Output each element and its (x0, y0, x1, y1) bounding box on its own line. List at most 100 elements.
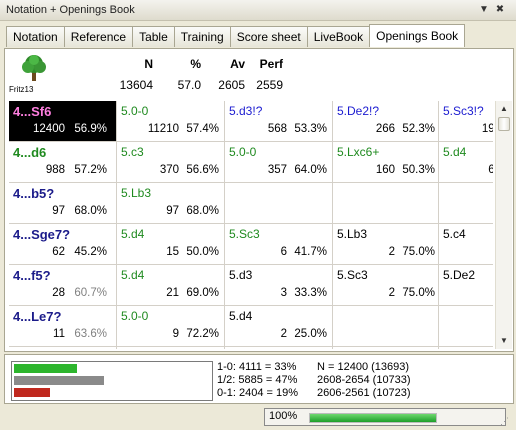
score-percent: 75.0% (402, 287, 435, 299)
continuation-cell[interactable] (225, 183, 333, 223)
continuation-cell[interactable] (439, 347, 493, 349)
continuation-cell[interactable]: 5.0-0 11210 57.4% (117, 101, 225, 141)
tab-bar: Notation Reference Table Training Score … (6, 24, 466, 48)
book-row[interactable]: 4...Sge7? 62 45.2% 5.d4 15 50.0% 5.Sc3 6 41.7% 5.… (9, 224, 493, 265)
games-count: 3 (280, 287, 287, 299)
continuation-cell[interactable] (439, 183, 493, 223)
scroll-down-icon[interactable]: ▼ (500, 336, 508, 345)
dropdown-icon[interactable]: ▼ (479, 4, 489, 15)
book-move-cell[interactable]: 4...b5? 97 68.0% (9, 183, 117, 223)
games-count: 6 (280, 246, 287, 258)
continuation-cell[interactable]: 5.De2!? 266 52.3% (333, 101, 439, 141)
move-label: 5.0-0 (229, 145, 257, 159)
continuation-cell[interactable] (333, 347, 439, 349)
continuation-cell[interactable] (333, 183, 439, 223)
book-row[interactable]: 4...Le7? 11 63.6% 5.0-0 9 72.2% 5.d4 2 25.0% (9, 306, 493, 347)
games-count: 60 (441, 164, 493, 176)
tab-table[interactable]: Table (132, 26, 175, 47)
black-win-stat: 0-1: 2404 = 19% (217, 387, 299, 399)
continuation-cell[interactable]: 5.Sc3 6 41.7% (225, 224, 333, 264)
games-count: 2 (388, 246, 395, 258)
book-row[interactable]: 4...f5? 28 60.7% 5.d4 21 69.0% 5.d3 3 33.3% 5.Sc3… (9, 265, 493, 306)
continuation-cell[interactable]: 5.c3 (117, 347, 225, 349)
book-row[interactable]: 4...d6 988 57.2% 5.c3 370 56.6% 5.0-0 357 64.0% 5… (9, 142, 493, 183)
move-label: 5.d4 (121, 227, 145, 241)
move-label: 5.Lb3 (121, 186, 152, 200)
black-win-bar (14, 388, 50, 397)
continuation-cell[interactable]: 5.0-0 9 72.2% (117, 306, 225, 346)
games-count: 11 (53, 328, 65, 340)
vertical-scrollbar[interactable]: ▲ ▼ (495, 101, 512, 349)
continuation-cell[interactable]: 5.Lxc6+ 160 50.3% (333, 142, 439, 182)
zoom-level: 100% (269, 410, 298, 422)
tree-icon (22, 55, 46, 81)
tab-score-sheet[interactable]: Score sheet (229, 26, 308, 47)
book-move-cell[interactable]: 4...Sge7? 62 45.2% (9, 224, 117, 264)
book-move-cell[interactable]: 4...Sf6 12400 56.9% (9, 101, 117, 141)
player-name: Fritz13 (9, 85, 34, 94)
continuation-cell[interactable]: 5.d3 3 33.3% (225, 265, 333, 305)
move-label: 5.d4 (229, 309, 253, 323)
continuation-cell[interactable]: 5.d4 (225, 347, 333, 349)
resize-grip-icon[interactable]: ⋰ (500, 416, 509, 426)
rating-range-info: 2608-2654 (10733) (317, 374, 411, 386)
move-label: 5.d4 (121, 268, 145, 282)
title-bar: Notation + Openings Book ▼ ✖ (0, 0, 516, 21)
continuation-cell[interactable]: 5.c4 1 (439, 224, 493, 264)
close-icon[interactable]: ✖ (495, 4, 505, 15)
continuation-cell[interactable]: 5.d4 60 (439, 142, 493, 182)
continuation-cell[interactable] (439, 306, 493, 346)
score-percent: 64.0% (294, 164, 327, 176)
total-av: 2605 (218, 78, 245, 92)
games-count: 988 (45, 164, 65, 176)
games-count: 1 (441, 246, 493, 258)
book-row[interactable]: 4...g6?5.c35.d4 (9, 347, 493, 349)
games-count-info: N = 12400 (13693) (317, 361, 410, 373)
continuation-cell[interactable]: 5.0-0 357 64.0% (225, 142, 333, 182)
continuation-cell[interactable]: 5.d4 21 69.0% (117, 265, 225, 305)
scroll-up-icon[interactable]: ▲ (500, 104, 508, 113)
games-count: 97 (52, 205, 65, 217)
continuation-cell[interactable] (333, 306, 439, 346)
tab-openings-book[interactable]: Openings Book (369, 24, 466, 47)
score-percent: 45.2% (74, 246, 107, 258)
move-label: 5.d3!? (229, 104, 263, 118)
tab-livebook[interactable]: LiveBook (306, 26, 371, 47)
score-percent: 50.3% (402, 164, 435, 176)
tab-notation[interactable]: Notation (6, 26, 65, 47)
book-row[interactable]: 4...Sf6 12400 56.9% 5.0-0 11210 57.4% 5.d3!? 56… (9, 101, 493, 142)
continuation-cell[interactable]: 5.d4 2 25.0% (225, 306, 333, 346)
white-win-stat: 1-0: 4111 = 33% (217, 361, 297, 373)
rating-range-info-2: 2606-2561 (10723) (317, 387, 411, 399)
book-move-cell[interactable]: 4...Le7? 11 63.6% (9, 306, 117, 346)
continuation-cell[interactable]: 5.Lb3 97 68.0% (117, 183, 225, 223)
score-percent: 69.0% (186, 287, 219, 299)
continuation-cell[interactable]: 5.d3!? 568 53.3% (225, 101, 333, 141)
score-percent: 72.2% (186, 328, 219, 340)
continuation-cell[interactable]: 5.Lb3 2 75.0% (333, 224, 439, 264)
move-label: 4...d6 (13, 145, 47, 160)
total-perf: 2559 (256, 78, 283, 92)
move-label: 5.Lb3 (337, 227, 368, 241)
games-count: 160 (375, 164, 395, 176)
tab-reference[interactable]: Reference (63, 26, 134, 47)
book-row[interactable]: 4...b5? 97 68.0% 5.Lb3 97 68.0% (9, 183, 493, 224)
games-count: 12400 (33, 123, 65, 135)
score-percent: 52.3% (402, 123, 435, 135)
book-header: Fritz13 N % Av Perf 13604 57.0 2605 2559 (5, 49, 513, 97)
continuation-cell[interactable]: 5.d4 15 50.0% (117, 224, 225, 264)
games-count: 2 (280, 328, 287, 340)
continuation-cell[interactable]: 5.c3 370 56.6% (117, 142, 225, 182)
book-move-cell[interactable]: 4...f5? 28 60.7% (9, 265, 117, 305)
scroll-thumb[interactable] (498, 117, 510, 131)
draw-stat: 1/2: 5885 = 47% (217, 374, 298, 386)
continuation-cell[interactable]: 5.Sc3!? 195 (439, 101, 493, 141)
book-move-cell[interactable]: 4...d6 988 57.2% (9, 142, 117, 182)
total-percent: 57.0 (177, 78, 201, 92)
continuation-cell[interactable]: 5.De2 1 (439, 265, 493, 305)
book-move-cell[interactable]: 4...g6? (9, 347, 117, 349)
games-count: 357 (267, 164, 287, 176)
tab-training[interactable]: Training (173, 26, 231, 47)
continuation-cell[interactable]: 5.Sc3 2 75.0% (333, 265, 439, 305)
score-percent: 68.0% (186, 205, 219, 217)
